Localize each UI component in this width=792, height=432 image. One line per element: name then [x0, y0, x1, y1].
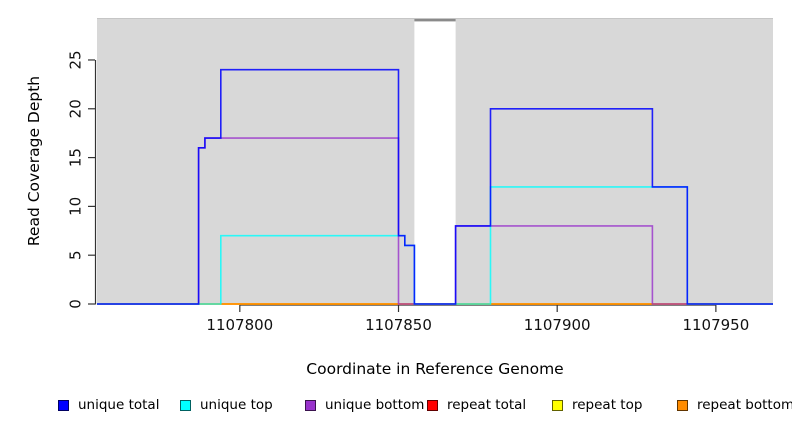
- x-tick-label: 1107950: [682, 316, 749, 334]
- y-tick-label: 5: [67, 250, 85, 260]
- unique-top-swatch-icon: [180, 399, 191, 411]
- y-tick-label: 0: [67, 299, 85, 309]
- repeat-bottom-swatch-icon: [677, 399, 688, 411]
- legend-item-repeat-bottom: repeat bottom: [677, 396, 792, 414]
- legend-label: repeat total: [447, 397, 527, 413]
- x-axis-title: Coordinate in Reference Genome: [306, 360, 564, 378]
- legend-item-unique-top: unique top: [180, 396, 273, 414]
- series-line-unique-total: [97, 68, 773, 305]
- y-axis-title: Read Coverage Depth: [25, 75, 43, 247]
- legend-label: unique total: [78, 397, 160, 413]
- x-tick-label: 1107900: [524, 316, 591, 334]
- repeat-total-swatch-icon: [427, 399, 438, 411]
- y-tick-label: 20: [67, 99, 85, 118]
- y-tick-label: 10: [67, 197, 85, 216]
- repeat-top-swatch-icon: [552, 399, 563, 411]
- plot-panel-background: [97, 19, 415, 304]
- x-tick-label: 1107800: [206, 316, 273, 334]
- legend-label: repeat top: [572, 397, 643, 413]
- coverage-gap-cap: [414, 19, 456, 22]
- legend-label: unique bottom: [325, 397, 425, 413]
- legend-label: unique top: [200, 397, 273, 413]
- legend-item-unique-bottom: unique bottom: [305, 396, 424, 414]
- y-tick-label: 15: [67, 148, 85, 167]
- plot-panel-background: [455, 19, 773, 304]
- legend-item-repeat-top: repeat top: [552, 396, 642, 414]
- legend: unique total unique top unique bottom re…: [0, 396, 792, 420]
- legend-item-repeat-total: repeat total: [427, 396, 526, 414]
- legend-item-unique-total: unique total: [58, 396, 159, 414]
- legend-label: repeat bottom: [697, 397, 792, 413]
- unique-bottom-swatch-icon: [305, 399, 316, 411]
- x-tick-label: 1107850: [365, 316, 432, 334]
- unique-total-swatch-icon: [58, 399, 69, 411]
- y-tick-label: 25: [67, 50, 85, 69]
